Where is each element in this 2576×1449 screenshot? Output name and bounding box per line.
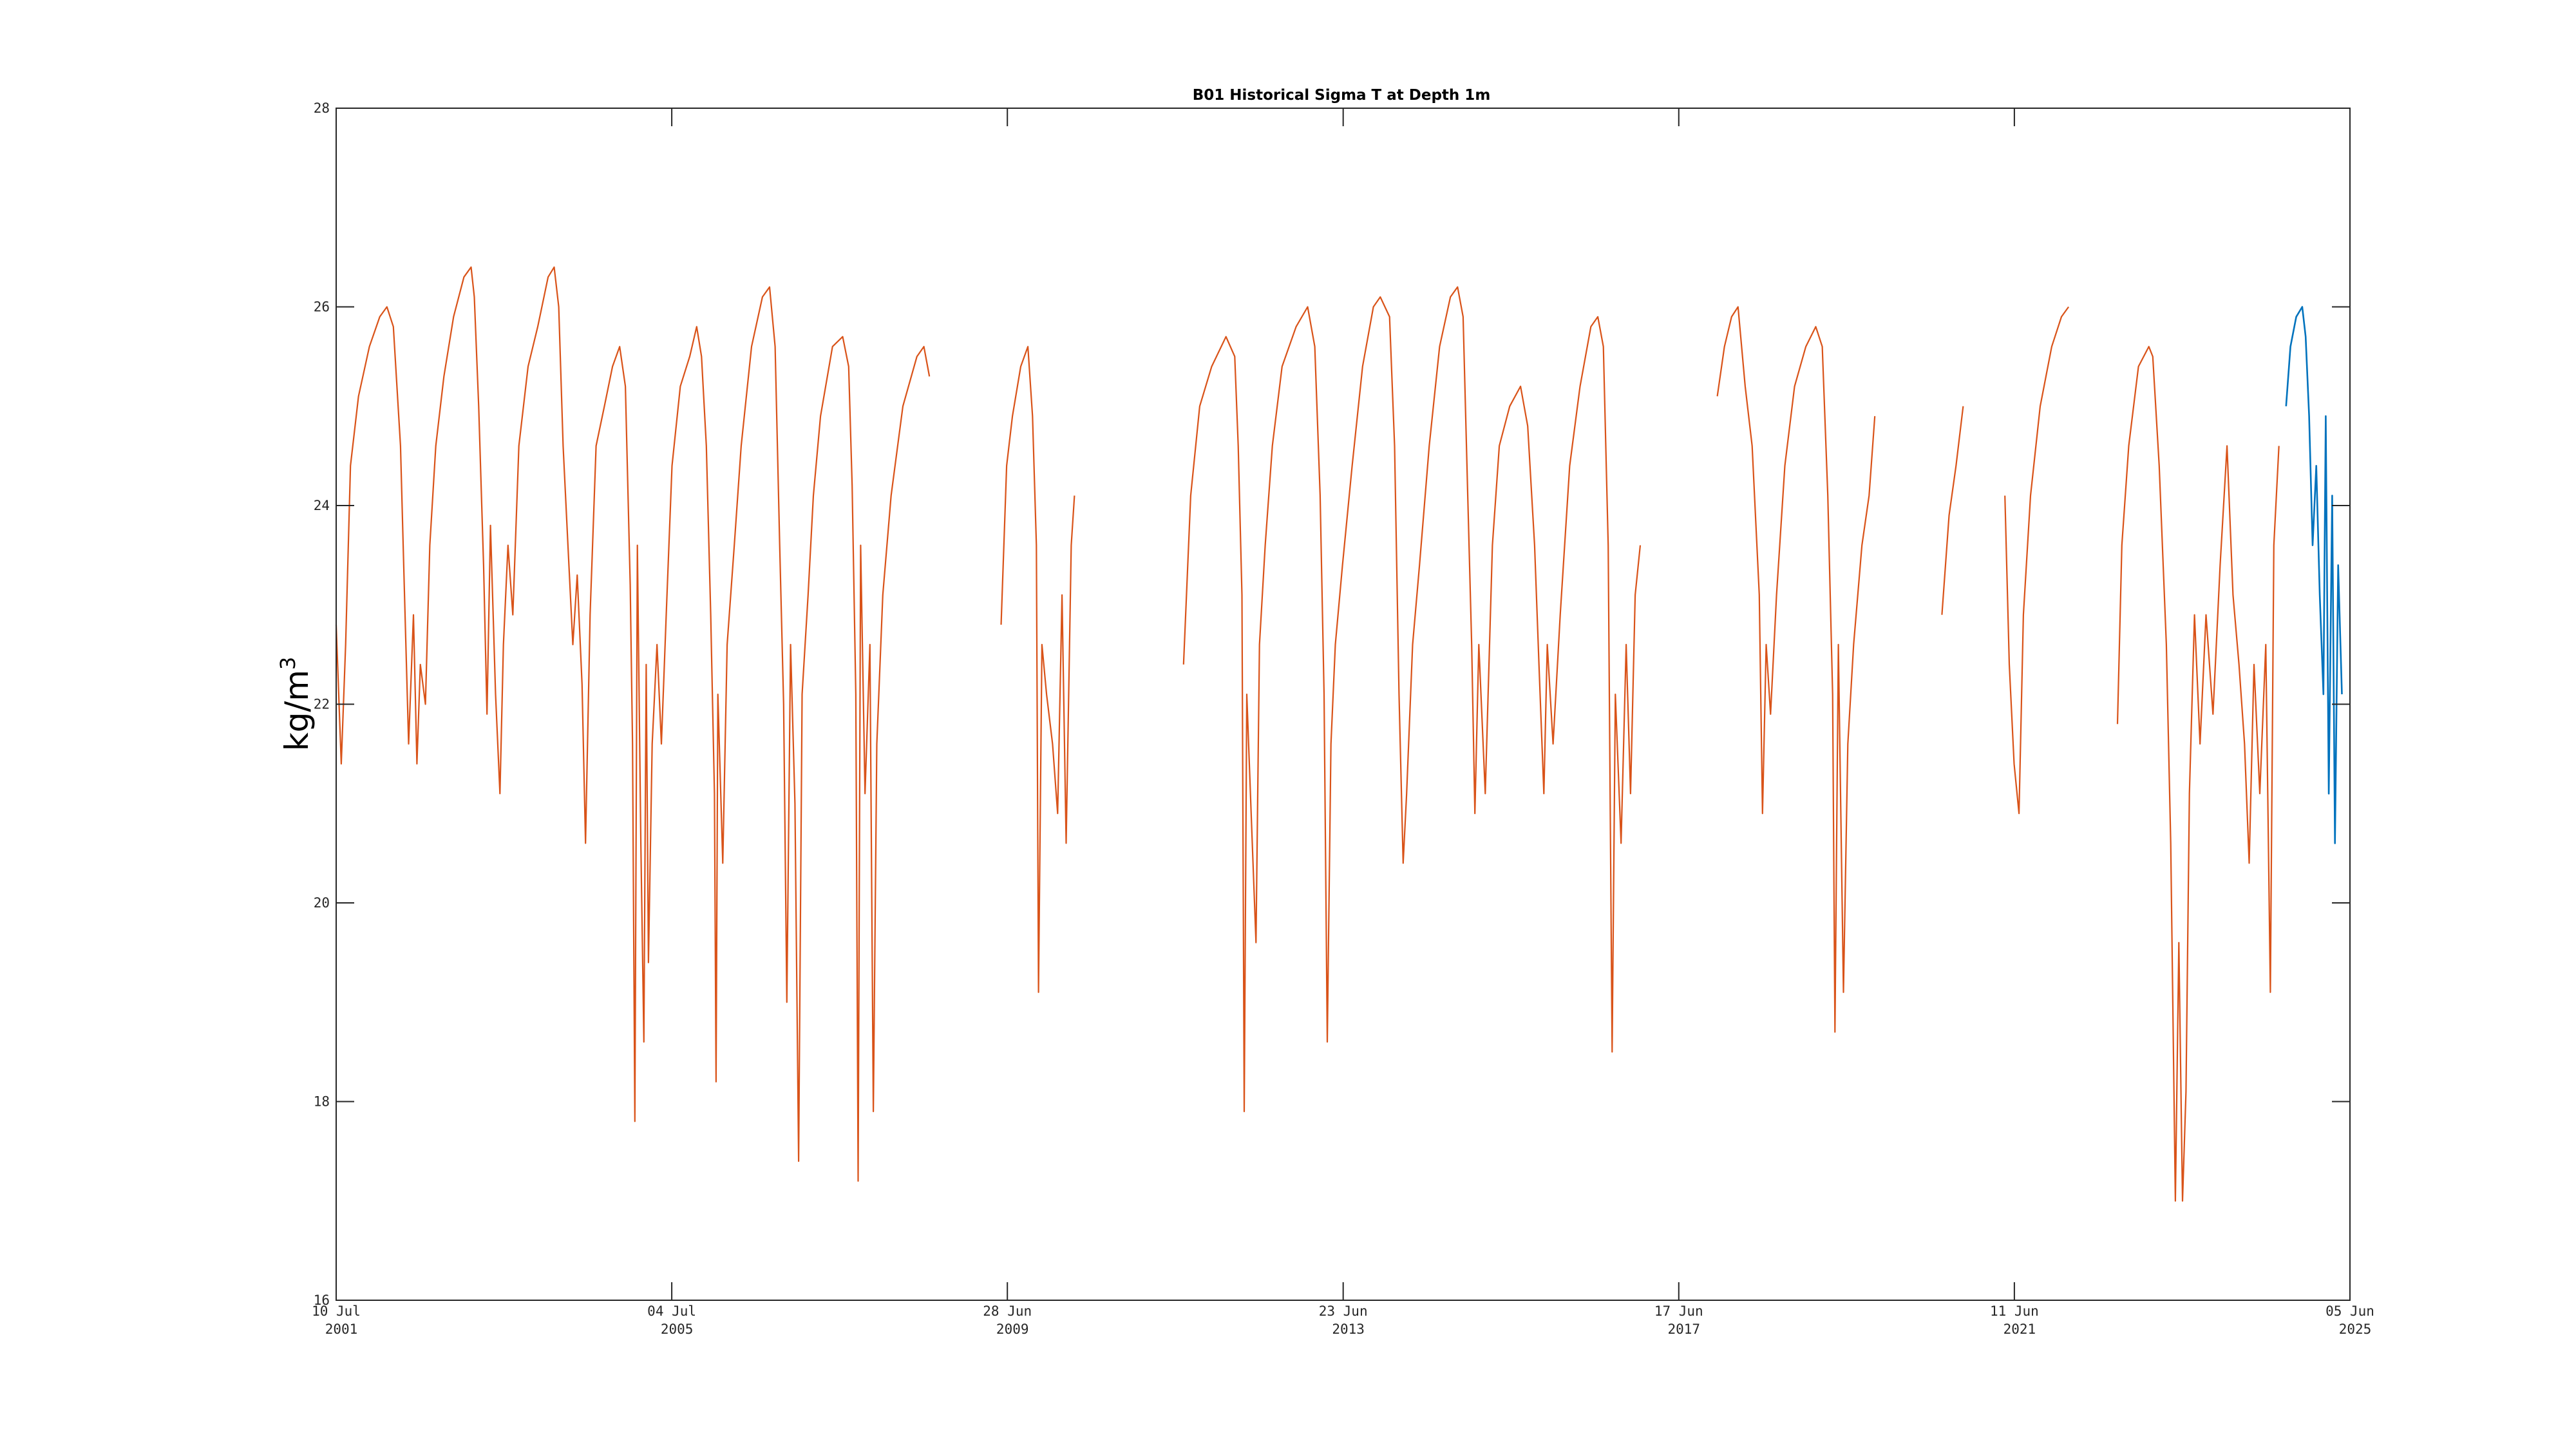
y-tick-label: 26 — [314, 299, 330, 315]
y-tick-label: 28 — [314, 100, 330, 116]
x-tick-label-date: 11 Jun — [1990, 1303, 2039, 1319]
current-series-line — [2285, 306, 2343, 844]
x-tick-label-date: 04 Jul — [647, 1303, 696, 1319]
y-tick-label: 18 — [314, 1094, 330, 1110]
y-tick-label: 24 — [314, 498, 330, 513]
x-tick-label-year: 2005 — [661, 1321, 694, 1337]
x-axis: 10 Jul 2001 04 Jul 2005 28 Jun 2009 23 Jun 2013… — [312, 108, 2374, 1337]
historical-series-line — [2116, 346, 2280, 1202]
y-tick-label: 22 — [314, 697, 330, 712]
historical-series-line — [335, 266, 931, 1182]
y-tick-label: 20 — [314, 895, 330, 911]
historical-series-line — [2004, 306, 2069, 815]
y-axis-label-superscript: 3 — [276, 657, 300, 670]
x-tick-label-date: 17 Jun — [1654, 1303, 1703, 1319]
x-tick-label-year: 2025 — [2339, 1321, 2372, 1337]
x-tick-label-date: 10 Jul — [312, 1303, 361, 1319]
x-tick-label-year: 2013 — [1332, 1321, 1365, 1337]
y-axis-label: kg/m3 — [276, 657, 316, 752]
x-tick-label-date: 23 Jun — [1319, 1303, 1368, 1319]
x-tick-label-date: 05 Jun — [2325, 1303, 2374, 1319]
y-axis-label-base: kg/m — [278, 670, 316, 751]
x-tick-label-year: 2009 — [996, 1321, 1029, 1337]
chart-title: B01 Historical Sigma T at Depth 1m — [1193, 87, 1491, 104]
x-tick-label-year: 2001 — [325, 1321, 358, 1337]
historical-series-line — [1716, 306, 1876, 1033]
x-tick-label-date: 28 Jun — [983, 1303, 1032, 1319]
historical-series-line — [1941, 406, 1964, 615]
y-tick-label: 16 — [314, 1293, 330, 1308]
plot-lines — [335, 266, 2343, 1202]
x-tick-label-year: 2021 — [2003, 1321, 2036, 1337]
plot-frame — [336, 108, 2351, 1301]
y-axis: 16 18 20 22 24 26 28 — [314, 100, 2350, 1308]
historical-series-line — [1000, 346, 1075, 993]
x-tick-label-year: 2017 — [1667, 1321, 1700, 1337]
historical-series-line — [1182, 286, 1642, 1113]
